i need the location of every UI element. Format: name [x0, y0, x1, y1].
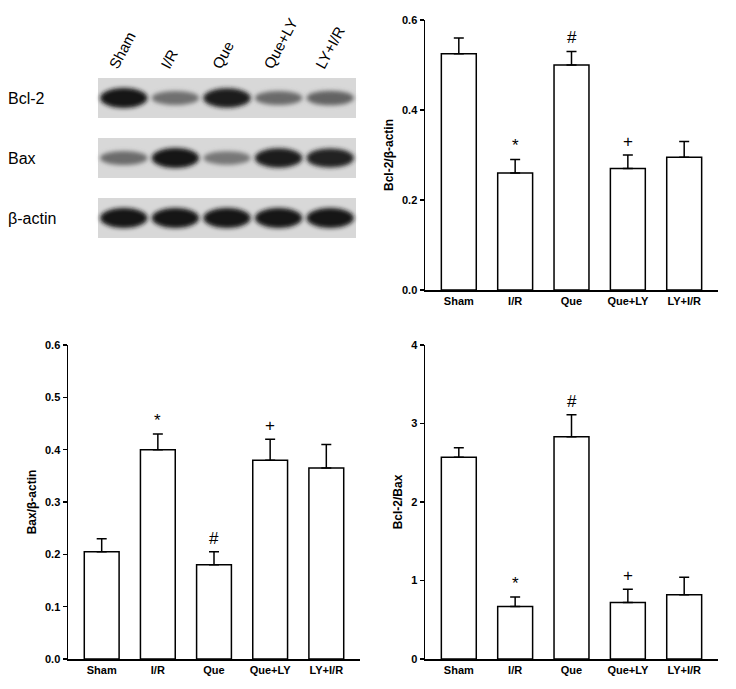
- svg-text:+: +: [623, 566, 633, 585]
- svg-text:0.4: 0.4: [402, 104, 418, 116]
- svg-text:Que: Que: [561, 295, 582, 307]
- svg-text:0.6: 0.6: [402, 14, 417, 26]
- svg-text:+: +: [265, 416, 275, 435]
- svg-text:β-actin: β-actin: [8, 210, 56, 227]
- svg-text:0.3: 0.3: [45, 496, 60, 508]
- svg-text:Que+LY: Que+LY: [250, 664, 292, 676]
- svg-text:Que: Que: [209, 38, 237, 71]
- svg-text:*: *: [512, 574, 519, 593]
- svg-text:4: 4: [411, 339, 418, 351]
- svg-text:Sham: Sham: [444, 295, 474, 307]
- svg-text:Sham: Sham: [87, 664, 117, 676]
- svg-text:Que+LY: Que+LY: [607, 664, 649, 676]
- svg-text:Que+LY: Que+LY: [260, 15, 301, 71]
- svg-text:Que: Que: [561, 664, 582, 676]
- svg-text:I/R: I/R: [151, 664, 165, 676]
- svg-text:Bcl-2/Bax: Bcl-2/Bax: [391, 474, 405, 529]
- svg-text:0.4: 0.4: [45, 444, 61, 456]
- svg-text:0.6: 0.6: [45, 339, 60, 351]
- svg-text:0.0: 0.0: [402, 284, 417, 296]
- svg-text:LY+I/R: LY+I/R: [312, 23, 348, 71]
- svg-text:I/R: I/R: [508, 664, 522, 676]
- svg-text:0.2: 0.2: [402, 194, 417, 206]
- svg-text:I/R: I/R: [157, 46, 181, 71]
- svg-text:Bax: Bax: [8, 150, 36, 167]
- svg-text:*: *: [154, 411, 161, 430]
- svg-text:0: 0: [411, 653, 417, 665]
- svg-text:Sham: Sham: [105, 29, 138, 72]
- svg-text:Bcl-2: Bcl-2: [8, 90, 45, 107]
- svg-text:1: 1: [411, 574, 417, 586]
- svg-text:Que: Que: [203, 664, 224, 676]
- svg-text:LY+I/R: LY+I/R: [310, 664, 344, 676]
- svg-text:0.5: 0.5: [45, 391, 60, 403]
- svg-text:#: #: [567, 392, 577, 411]
- svg-text:0.2: 0.2: [45, 548, 60, 560]
- svg-text:#: #: [567, 28, 577, 47]
- svg-text:0.1: 0.1: [45, 601, 60, 613]
- svg-text:3: 3: [411, 417, 417, 429]
- svg-text:#: #: [209, 529, 219, 548]
- svg-text:+: +: [623, 132, 633, 151]
- svg-text:Bcl-2/β-actin: Bcl-2/β-actin: [382, 119, 396, 191]
- svg-text:Bax/β-actin: Bax/β-actin: [25, 470, 39, 535]
- svg-text:Sham: Sham: [444, 664, 474, 676]
- svg-text:I/R: I/R: [508, 295, 522, 307]
- svg-text:*: *: [512, 136, 519, 155]
- svg-text:0.0: 0.0: [45, 653, 60, 665]
- svg-text:2: 2: [411, 496, 417, 508]
- svg-text:LY+I/R: LY+I/R: [667, 295, 701, 307]
- svg-text:Que+LY: Que+LY: [607, 295, 649, 307]
- svg-text:LY+I/R: LY+I/R: [667, 664, 701, 676]
